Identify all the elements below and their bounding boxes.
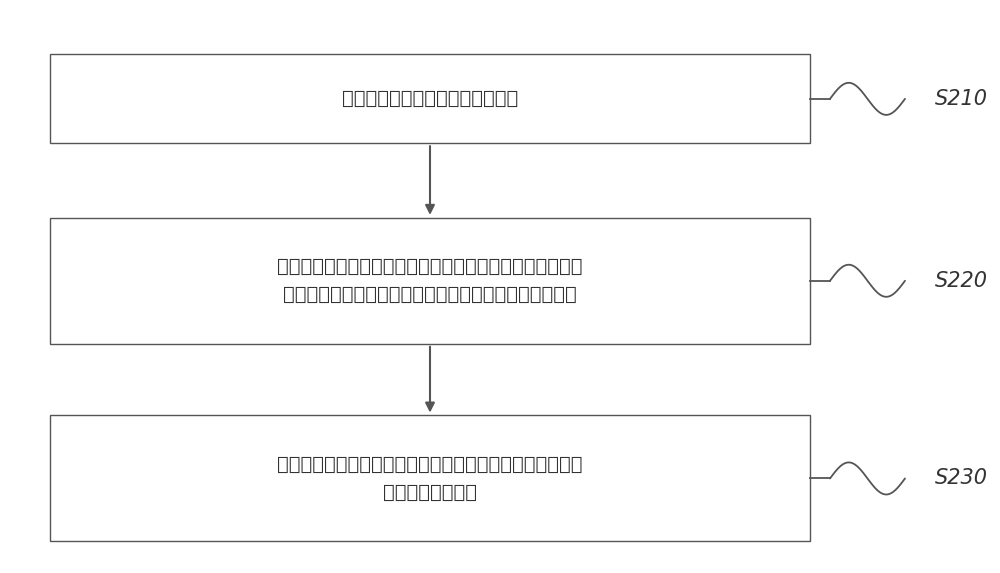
Text: 所述配置服务器根据日志规则配置信息中的设备标识，向对
应的服务端设备发送所述日志规则配置信息中的配置规则: 所述配置服务器根据日志规则配置信息中的设备标识，向对 应的服务端设备发送所述日志… [277, 257, 583, 304]
Text: 配置服务器获取日志规则配置信息: 配置服务器获取日志规则配置信息 [342, 89, 518, 108]
Text: S210: S210 [935, 89, 988, 109]
FancyBboxPatch shape [50, 54, 810, 143]
FancyBboxPatch shape [50, 415, 810, 541]
FancyBboxPatch shape [50, 218, 810, 344]
Text: S230: S230 [935, 469, 988, 488]
Text: 所述配置服务器接收服务端设备基于所述配置规则进行处理
后输出的日志结果: 所述配置服务器接收服务端设备基于所述配置规则进行处理 后输出的日志结果 [277, 455, 583, 502]
Text: S220: S220 [935, 271, 988, 291]
